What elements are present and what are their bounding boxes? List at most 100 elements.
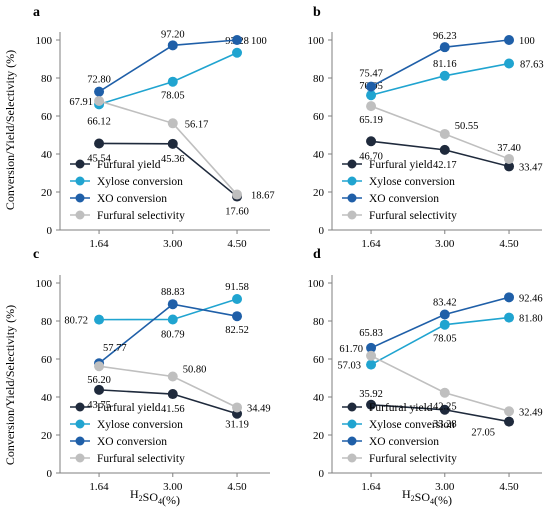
x-tick-label: 4.50 <box>227 481 247 493</box>
x-tick-label: 1.64 <box>361 238 381 250</box>
data-point <box>94 384 105 395</box>
data-label: 78.05 <box>433 334 457 345</box>
legend-marker <box>75 419 85 429</box>
data-point <box>504 153 515 164</box>
legend-marker <box>75 453 85 463</box>
data-point <box>504 406 515 417</box>
legend-marker <box>75 402 85 412</box>
legend-label: XO conversion <box>97 436 167 448</box>
data-label: 41.56 <box>161 404 185 415</box>
data-point <box>232 35 243 45</box>
data-label: 91.58 <box>225 282 249 293</box>
data-label: 42.17 <box>433 160 457 171</box>
panel-letter: a <box>33 5 40 20</box>
data-label: 56.17 <box>185 119 209 130</box>
data-label: 83.42 <box>433 298 457 309</box>
data-point <box>94 138 105 149</box>
x-tick-label: 4.50 <box>499 238 519 250</box>
data-label: 50.55 <box>455 121 479 132</box>
data-point <box>439 70 450 81</box>
data-label: 100 <box>519 36 535 47</box>
legend-label: Xylose conversion <box>97 419 183 431</box>
legend-marker <box>347 210 357 220</box>
chart-panel-d: d 0 20 40 60 80 100 1.64 3.00 4.50 H2SO4(%) 35.92 33… <box>308 247 543 507</box>
y-tick-label: 40 <box>41 392 53 404</box>
data-label: 65.83 <box>359 328 383 339</box>
data-point <box>366 90 377 101</box>
panel-letter: c <box>33 247 39 262</box>
data-label: 32.49 <box>519 407 543 418</box>
data-label: 88.83 <box>161 287 185 298</box>
x-tick-label: 4.50 <box>499 481 519 493</box>
data-point <box>94 314 105 325</box>
data-point <box>504 292 515 303</box>
data-point <box>366 81 377 92</box>
y-tick-label: 80 <box>313 73 325 85</box>
legend-label: Furfural selectivity <box>97 453 185 465</box>
y-axis-label-top: Conversion/Yield/Selectivity (%) <box>3 50 17 210</box>
y-tick-label: 100 <box>36 35 53 47</box>
data-point <box>167 314 178 325</box>
data-point <box>504 312 515 323</box>
data-point <box>232 402 243 413</box>
y-tick-label: 0 <box>47 468 53 480</box>
data-point <box>366 399 377 410</box>
y-tick-label: 40 <box>313 392 325 404</box>
panel-letter: b <box>313 5 321 20</box>
data-point <box>167 371 178 382</box>
legend-marker <box>75 193 85 203</box>
data-point <box>232 311 243 322</box>
y-tick-label: 60 <box>41 354 53 366</box>
data-point <box>167 76 178 87</box>
data-point <box>94 86 105 97</box>
legend-marker <box>347 193 357 203</box>
data-point <box>167 138 178 149</box>
data-label: 56.20 <box>87 375 111 386</box>
legend-marker <box>75 159 85 169</box>
y-tick-label: 80 <box>41 316 53 328</box>
data-point <box>232 189 243 200</box>
legend-marker <box>347 453 357 463</box>
legend-marker <box>347 159 357 169</box>
data-label: 66.12 <box>87 116 111 127</box>
legend-label: Xylose conversion <box>97 176 183 188</box>
data-label: 61.70 <box>339 344 363 355</box>
y-tick-label: 0 <box>319 225 325 237</box>
data-point <box>167 118 178 129</box>
x-tick-label: 3.00 <box>435 481 455 493</box>
series-line-xylose-conversion <box>99 298 238 321</box>
data-label: 37.40 <box>497 143 521 154</box>
data-label: 72.80 <box>87 75 111 86</box>
data-label: 82.52 <box>225 325 249 336</box>
x-tick-label: 3.00 <box>163 238 183 250</box>
data-point <box>167 389 178 400</box>
data-label: 17.60 <box>225 207 249 218</box>
data-label: 45.36 <box>161 154 185 165</box>
y-tick-label: 100 <box>308 278 325 290</box>
x-tick-label: 1.64 <box>361 481 381 493</box>
y-tick-label: 60 <box>313 111 325 123</box>
data-point <box>439 404 450 415</box>
legend-label: Furfural yield <box>369 402 433 414</box>
legend-label: XO conversion <box>369 193 439 205</box>
legend-label: Xylose conversion <box>369 176 455 188</box>
data-label: 81.80 <box>519 314 543 325</box>
y-tick-label: 60 <box>41 111 53 123</box>
chart-panel-a: a 0 20 40 60 80 100 1.64 3.00 4.50 45.54 45.36 17.60… <box>33 5 275 250</box>
data-label: 78.05 <box>161 91 185 102</box>
x-axis-label: H2SO4(%) <box>130 487 180 507</box>
data-label: 35.92 <box>359 389 383 400</box>
legend-label: Furfural yield <box>97 159 161 171</box>
data-label: 43.75 <box>87 400 111 411</box>
data-label: 87.63 <box>520 60 544 71</box>
data-point <box>167 40 178 51</box>
data-label: 57.03 <box>337 361 361 372</box>
legend-label: Xylose conversion <box>369 419 455 431</box>
y-tick-label: 0 <box>47 225 53 237</box>
chart-panel-c: c 0 20 40 60 80 100 1.64 3.00 4.50 H2SO4(%) 43.75 41… <box>33 247 271 507</box>
y-tick-label: 100 <box>308 35 325 47</box>
y-tick-label: 40 <box>313 149 325 161</box>
y-tick-label: 40 <box>41 149 53 161</box>
